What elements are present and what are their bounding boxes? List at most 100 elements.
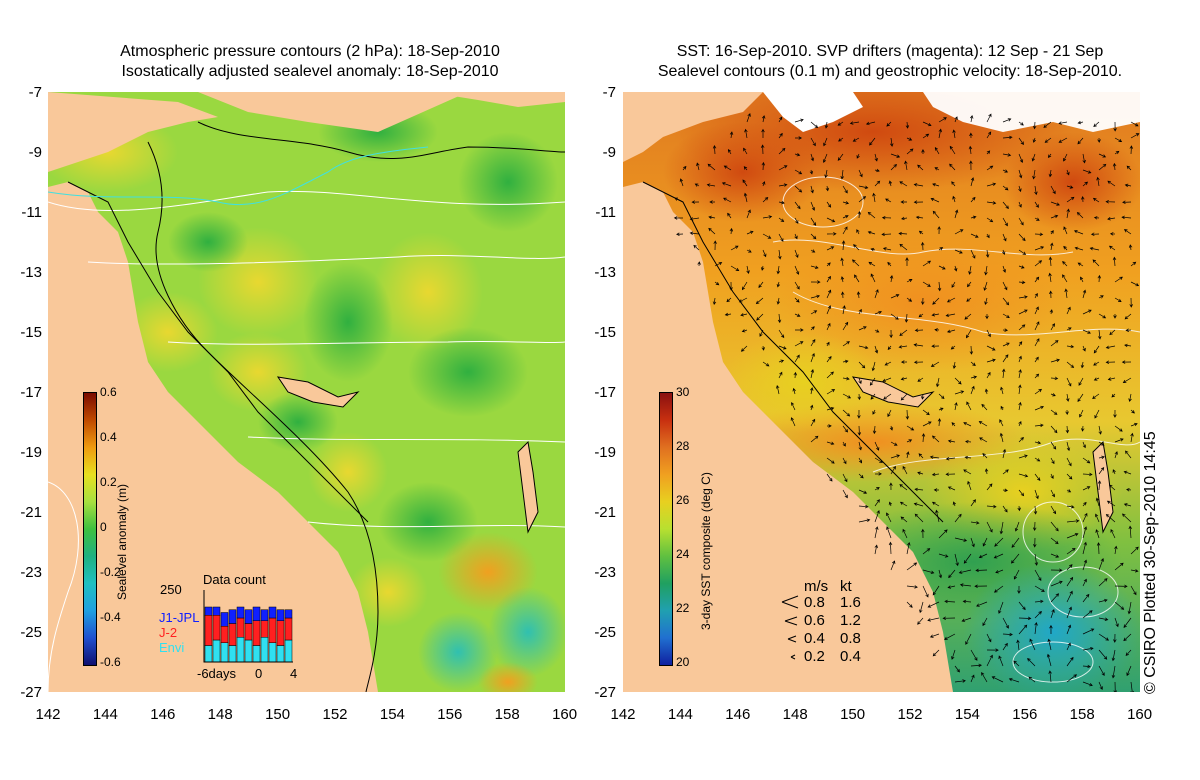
velocity-arrow xyxy=(906,562,918,571)
velocity-arrow xyxy=(1098,153,1107,158)
velocity-arrow xyxy=(1082,512,1088,523)
velocity-arrow xyxy=(1125,649,1132,656)
velocity-arrow xyxy=(1066,489,1072,493)
velocity-arrow xyxy=(890,465,896,475)
velocity-arrow xyxy=(993,585,1004,593)
velocity-arrow xyxy=(1050,568,1063,572)
velocity-arrow xyxy=(1129,145,1134,155)
velocity-arrow xyxy=(919,601,924,614)
velocity-arrow xyxy=(1065,425,1070,434)
velocity-arrow xyxy=(792,387,796,395)
right-lat-tick: -19 xyxy=(594,444,616,461)
velocity-arrow xyxy=(954,513,962,523)
velocity-arrow xyxy=(1095,497,1100,507)
velocity-arrow xyxy=(1066,642,1071,651)
velocity-arrow xyxy=(1082,593,1090,603)
velocity-arrow xyxy=(1002,448,1007,459)
velocity-arrow xyxy=(1034,585,1045,592)
velocity-arrow xyxy=(824,169,828,179)
velocity-arrow xyxy=(826,201,832,208)
left-lon-tick: 142 xyxy=(35,706,61,723)
velocity-arrow xyxy=(794,152,801,157)
velocity-arrow xyxy=(1095,529,1100,539)
velocity-arrow xyxy=(947,585,956,589)
velocity-arrow xyxy=(1034,185,1038,196)
velocity-arrow xyxy=(937,281,942,292)
velocity-arrow xyxy=(730,245,739,251)
data-count-bar-j1 xyxy=(284,609,293,619)
velocity-arrow xyxy=(858,441,862,451)
velocity-arrow xyxy=(743,147,748,155)
velocity-arrow xyxy=(1018,153,1024,163)
velocity-arrow xyxy=(927,601,940,608)
velocity-arrow xyxy=(951,181,956,187)
velocity-arrow xyxy=(1050,441,1057,450)
velocity-arrow xyxy=(842,457,847,465)
velocity-arrow xyxy=(794,354,800,363)
velocity-arrow xyxy=(858,308,862,315)
velocity-arrow xyxy=(1111,665,1116,679)
velocity-arrow xyxy=(930,197,940,203)
velocity-arrow xyxy=(1111,393,1116,398)
data-count-xlabel-zero: 0 xyxy=(255,666,263,681)
velocity-arrow xyxy=(1066,624,1072,635)
velocity-arrow xyxy=(762,215,773,219)
velocity-arrow xyxy=(965,439,972,444)
velocity-arrow xyxy=(1018,384,1022,395)
velocity-arrow xyxy=(904,313,909,323)
velocity-arrow xyxy=(999,432,1004,443)
colorbar-tick-label: -0.6 xyxy=(100,655,121,669)
velocity-arrow xyxy=(1082,441,1086,449)
velocity-arrow xyxy=(998,601,1004,614)
velocity-arrow xyxy=(1034,373,1040,379)
velocity-arrow xyxy=(900,377,908,381)
velocity-arrow xyxy=(1128,393,1132,402)
velocity-arrow xyxy=(727,212,732,219)
velocity-arrow xyxy=(826,232,837,236)
velocity-arrow xyxy=(1008,677,1020,683)
velocity-arrow xyxy=(984,297,988,306)
velocity-arrow xyxy=(922,569,935,574)
velocity-arrow xyxy=(874,289,879,299)
velocity-arrow xyxy=(1109,232,1116,236)
velocity-arrow xyxy=(985,249,990,258)
velocity-arrow xyxy=(991,676,1004,683)
velocity-arrow xyxy=(874,487,880,491)
velocity-arrow xyxy=(810,201,816,211)
velocity-arrow xyxy=(1082,472,1093,477)
velocity-arrow xyxy=(1018,473,1029,478)
velocity-arrow xyxy=(794,297,800,303)
velocity-arrow xyxy=(1062,274,1068,283)
velocity-arrow xyxy=(1048,670,1052,683)
velocity-arrow xyxy=(914,513,924,523)
data-count-bar-j1 xyxy=(252,606,261,621)
velocity-row-2-kt: 1.2 xyxy=(840,612,861,629)
velocity-arrow xyxy=(1097,274,1102,283)
velocity-arrow xyxy=(1034,489,1039,500)
colorbar-tick-label: -0.2 xyxy=(100,565,121,579)
velocity-arrow xyxy=(1032,137,1037,143)
data-count-bar-chart xyxy=(203,590,293,663)
velocity-arrow xyxy=(974,584,988,588)
right-lat-tick: -17 xyxy=(594,384,616,401)
velocity-arrow xyxy=(741,329,748,333)
right-lat-tick: -11 xyxy=(595,204,616,221)
velocity-arrow xyxy=(1066,361,1075,368)
velocity-arrow xyxy=(1033,537,1037,548)
velocity-arrow xyxy=(986,217,994,223)
velocity-arrow xyxy=(952,129,956,139)
left-lon-tick: 160 xyxy=(552,706,578,723)
velocity-arrow xyxy=(743,166,748,171)
left-lon-tick: 144 xyxy=(92,706,118,723)
velocity-arrow xyxy=(746,265,750,274)
velocity-arrow xyxy=(826,275,831,283)
velocity-arrow xyxy=(1034,292,1038,299)
velocity-arrow xyxy=(1082,578,1087,587)
velocity-arrow xyxy=(1082,345,1086,352)
velocity-arrow xyxy=(1034,217,1040,221)
velocity-arrow xyxy=(794,249,799,258)
velocity-arrow xyxy=(999,521,1004,535)
velocity-arrow xyxy=(870,247,876,252)
velocity-arrow xyxy=(1130,281,1140,287)
velocity-arrow xyxy=(1077,262,1084,267)
